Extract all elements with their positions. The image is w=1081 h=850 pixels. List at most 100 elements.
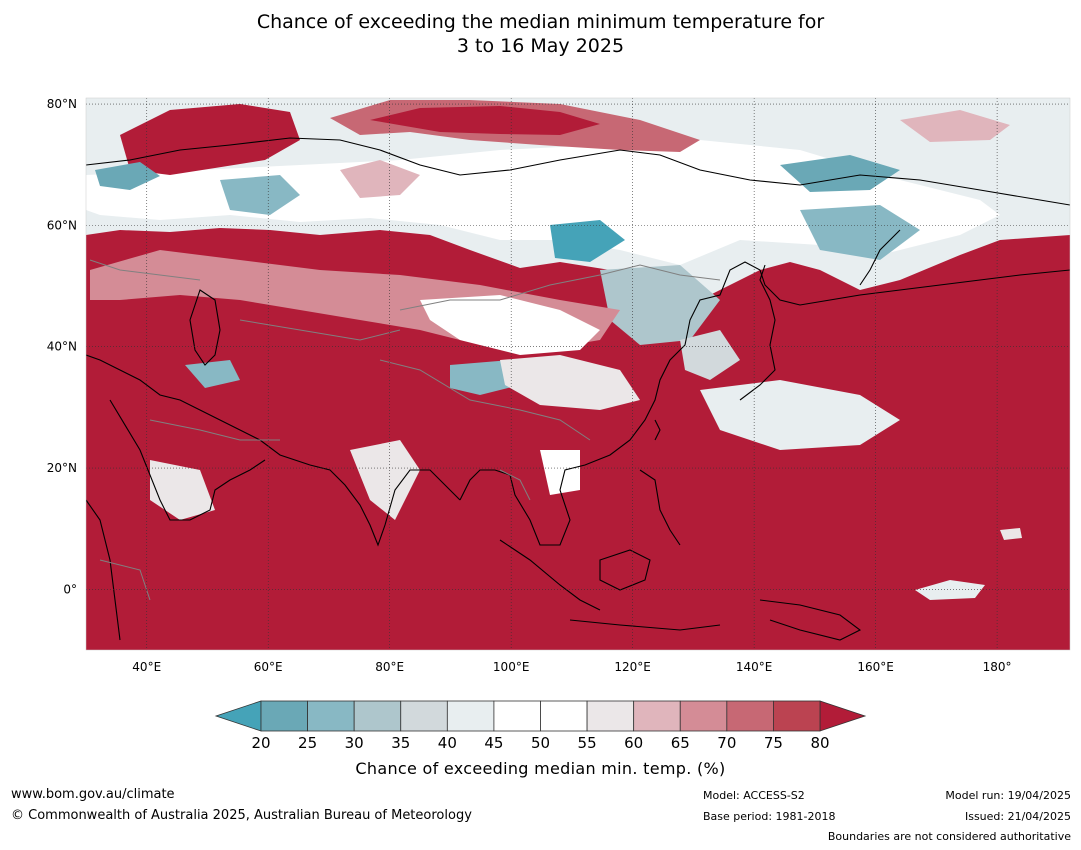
contour-cool-korea [680, 330, 740, 380]
graticule [86, 98, 1070, 650]
coast-far-east [459, 261, 1070, 546]
colorbar-tick-label: 55 [578, 734, 597, 752]
colorbar-tick-label: 65 [671, 734, 690, 752]
colorbar-bin [633, 700, 681, 732]
coast-japan [739, 264, 776, 401]
coast-kamchatka [859, 229, 901, 286]
colorbar-tick-label: 20 [251, 734, 270, 752]
country-borders [89, 259, 721, 601]
longitude-labels: 40°E 60°E 80°E 100°E 120°E 140°E 160°E 180° [132, 660, 1011, 674]
contour-cool-west [95, 162, 160, 190]
lat-tick-label: 60°N [47, 218, 77, 232]
colorbar-bin [260, 700, 308, 732]
coast-india [309, 464, 461, 547]
coast-taiwan [654, 419, 661, 441]
footer-model-run: Model run: 19/04/2025 [945, 789, 1071, 802]
colorbar-label: Chance of exceeding median min. temp. (%… [355, 759, 726, 778]
contour-cool-iran [185, 360, 240, 388]
colorbar-bin [400, 700, 448, 732]
title-line-2: 3 to 16 May 2025 [456, 35, 625, 57]
contour-europe-russia-warm [120, 104, 300, 175]
coast-arctic [86, 137, 1070, 206]
contour-japan-light [700, 380, 900, 450]
contour-cool-far-east [800, 205, 920, 260]
contour-central-asia-white [420, 295, 600, 355]
colorbar-bin [679, 700, 728, 732]
colorbar-bin [307, 700, 355, 732]
colorbar-over-extend [819, 700, 867, 732]
contour-vietnam-white [540, 450, 580, 495]
contour-north-white [86, 140, 1000, 265]
border-indochina [499, 469, 531, 501]
colorbar-tick-label: 70 [717, 734, 736, 752]
lat-tick-label: 0° [63, 582, 77, 596]
map-frame [85, 97, 1071, 651]
colorbar-tick-label: 80 [810, 734, 829, 752]
probability-field [86, 98, 1070, 600]
footer-issued: Issued: 21/04/2025 [964, 810, 1071, 823]
latitude-labels: 80°N 60°N 40°N 20°N 0° [47, 97, 77, 596]
coast-africa [86, 499, 121, 641]
lon-tick-label: 100°E [493, 660, 530, 674]
colorbar-under-extend [214, 700, 262, 732]
contour-cool-baikal [550, 220, 625, 262]
colorbar-tick-label: 45 [484, 734, 503, 752]
contour-india-white [350, 440, 420, 520]
colorbar-bin [353, 700, 402, 732]
contour-arabia-white [150, 460, 215, 520]
colorbar-bin [586, 700, 635, 732]
colorbar-bin [726, 700, 774, 732]
colorbar-bin [493, 700, 541, 732]
footer-base-period: Base period: 1981-2018 [703, 810, 836, 823]
lon-tick-label: 120°E [614, 660, 651, 674]
coast-caspian [189, 289, 221, 366]
colorbar-tick-label: 50 [531, 734, 550, 752]
contour-pacific-white [915, 580, 985, 600]
footer-copyright: © Commonwealth of Australia 2025, Austra… [11, 808, 472, 823]
coast-arabia [86, 354, 311, 466]
coast-indonesia-1 [499, 539, 601, 611]
title-line-1: Chance of exceeding the median minimum t… [256, 11, 825, 33]
border-middle-east [149, 419, 280, 441]
colorbar-bin [446, 700, 495, 732]
colorbar-tick-label: 25 [298, 734, 317, 752]
border-china-south [379, 359, 591, 441]
border-china-north [399, 264, 721, 311]
contour-siberia-pink [340, 160, 420, 198]
lon-tick-label: 160°E [857, 660, 894, 674]
colorbar-tick-label: 60 [624, 734, 643, 752]
coast-new-guinea [759, 599, 862, 641]
footer-disclaimer: Boundaries are not considered authoritat… [827, 830, 1071, 843]
contour-cool-siberia-east [780, 155, 900, 192]
colorbar-tick-label: 35 [391, 734, 410, 752]
lon-tick-label: 40°E [132, 660, 161, 674]
colorbar-tick-label: 30 [345, 734, 364, 752]
contour-pacific-small [1000, 528, 1022, 540]
footer-model: Model: ACCESS-S2 [703, 789, 805, 802]
colorbar-bin [773, 700, 821, 732]
lat-tick-label: 20°N [47, 461, 77, 475]
lat-tick-label: 40°N [47, 340, 77, 354]
contour-cool-ural [220, 175, 300, 215]
contour-arctic-warm [370, 106, 600, 135]
coast-philippines [639, 469, 681, 546]
contour-china-white [500, 355, 640, 410]
contour-east-arctic-pink [900, 110, 1010, 142]
coast-indonesia-2 [569, 619, 721, 631]
colorbar: 20 25 30 35 40 45 50 55 60 65 70 75 80 [214, 700, 867, 752]
colorbar-tick-label: 40 [438, 734, 457, 752]
footer-url: www.bom.gov.au/climate [11, 787, 175, 802]
coast-borneo [599, 549, 651, 591]
lon-tick-label: 60°E [254, 660, 283, 674]
map-panel [86, 98, 1070, 650]
border-central-asia [239, 319, 401, 341]
colorbar-tick-label: 75 [764, 734, 783, 752]
colorbar-bin [540, 700, 588, 732]
lon-tick-label: 140°E [736, 660, 773, 674]
coastlines [86, 137, 1070, 641]
lon-tick-label: 180° [983, 660, 1012, 674]
contour-cool-mongolia [600, 265, 720, 345]
lon-tick-label: 80°E [375, 660, 404, 674]
map-title: Chance of exceeding the median minimum t… [0, 10, 1081, 58]
